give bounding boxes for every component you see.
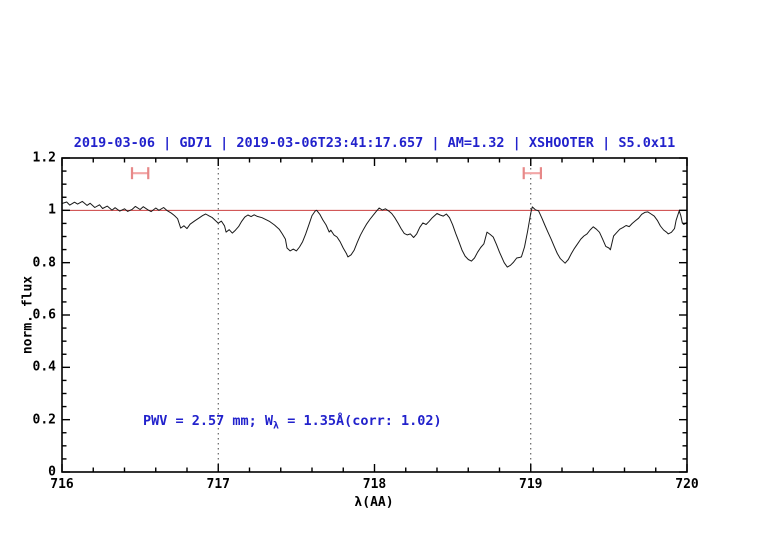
x-tick-label: 720 bbox=[675, 477, 699, 492]
y-tick-label: 0.6 bbox=[32, 307, 56, 323]
x-tick-label: 716 bbox=[50, 477, 74, 492]
pwv-annotation-subscript: λ bbox=[273, 420, 280, 432]
x-axis-label: λ(AA) bbox=[354, 495, 394, 510]
y-tick-label: 0.4 bbox=[32, 359, 56, 375]
y-tick-label: 0.8 bbox=[32, 255, 56, 271]
pwv-annotation: PWV = 2.57 mm; Wλ = 1.35Å(corr: 1.02) bbox=[143, 413, 442, 432]
x-tick-label: 717 bbox=[206, 477, 230, 492]
y-tick-label: 1.2 bbox=[32, 150, 56, 166]
pwv-annotation-text-tail: = 1.35Å(corr: 1.02) bbox=[279, 413, 442, 429]
y-tick-label: 0 bbox=[48, 464, 56, 480]
pwv-annotation-text: PWV = 2.57 mm; W bbox=[143, 413, 274, 429]
x-tick-label: 719 bbox=[519, 477, 543, 492]
plot-title: 2019-03-06 | GD71 | 2019-03-06T23:41:17.… bbox=[73, 135, 676, 151]
y-tick-label: 0.2 bbox=[32, 412, 56, 428]
x-tick-label: 718 bbox=[362, 477, 387, 492]
y-tick-label: 1 bbox=[48, 202, 56, 218]
y-axis-label: norm. flux bbox=[20, 275, 36, 355]
